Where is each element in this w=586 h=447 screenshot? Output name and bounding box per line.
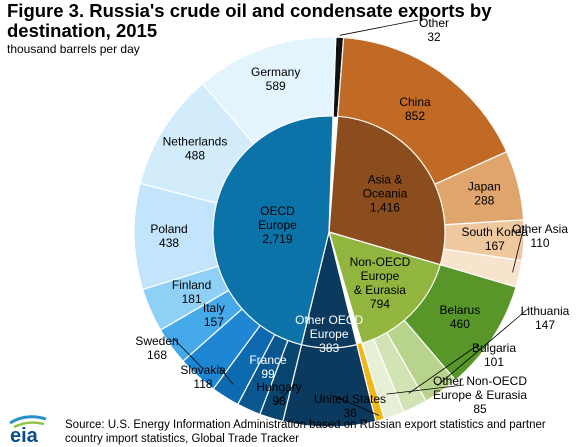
label-italy: Italy 157 xyxy=(203,301,225,329)
label-japan: Japan 288 xyxy=(468,179,501,207)
label-germany: Germany 589 xyxy=(251,65,300,93)
label-united-states: United States 36 xyxy=(314,392,386,420)
label-china: China 852 xyxy=(399,95,431,123)
label-slovakia: Slovakia 118 xyxy=(180,363,226,391)
label-sweden: Sweden 168 xyxy=(135,334,178,362)
label-netherlands: Netherlands 488 xyxy=(163,134,228,162)
leader-line-hungary xyxy=(275,383,296,405)
label-lithuania: Lithuania 147 xyxy=(521,304,570,332)
chart-subtitle: thousand barrels per day xyxy=(7,42,140,56)
leader-line-other-asia xyxy=(512,225,525,273)
label-asia-and-oceania: Asia & Oceania 1,416 xyxy=(363,172,408,214)
leader-line-slovakia xyxy=(218,366,234,385)
source-note: Source: U.S. Energy Information Administ… xyxy=(65,419,546,445)
leader-line-other-non-oecd-europe-and-eurasia xyxy=(386,384,465,395)
label-other-asia: Other Asia 110 xyxy=(512,222,568,250)
label-south-korea: South Korea 167 xyxy=(461,225,528,253)
label-other-oecd-europe: Other OECD Europe 383 xyxy=(295,313,363,355)
label-poland: Poland 438 xyxy=(150,222,187,250)
eia-logo-icon: eia xyxy=(9,415,47,445)
inner-slice-oecd-europe xyxy=(212,115,334,346)
label-non-oecd-europe-and-eurasia: Non-OECD Europe & Eurasia 794 xyxy=(350,255,411,311)
eia-logo-text: eia xyxy=(10,425,39,445)
leader-line-sweden xyxy=(172,337,204,370)
label-other-non-oecd-europe-and-eurasia: Other Non-OECD Europe & Eurasia 85 xyxy=(433,374,527,416)
label-other: Other 32 xyxy=(419,16,449,44)
inner-slice-non-oecd-europe-and-eurasia xyxy=(328,231,442,344)
leader-line-lithuania xyxy=(437,307,530,386)
label-hungary: Hungary 98 xyxy=(256,380,301,408)
label-france: France 99 xyxy=(249,353,287,381)
leader-line-united-states xyxy=(333,395,379,416)
leader-line-bulgaria xyxy=(408,344,479,394)
label-finland: Finland 181 xyxy=(172,278,211,306)
label-belarus: Belarus 460 xyxy=(440,303,481,331)
leader-line-other xyxy=(339,19,419,36)
label-oecd-europe: OECD Europe 2,719 xyxy=(258,204,297,246)
label-bulgaria: Bulgaria 101 xyxy=(472,341,516,369)
chart-title: Figure 3. Russia's crude oil and condens… xyxy=(7,0,492,41)
inner-slice-asia-and-oceania xyxy=(328,115,446,266)
